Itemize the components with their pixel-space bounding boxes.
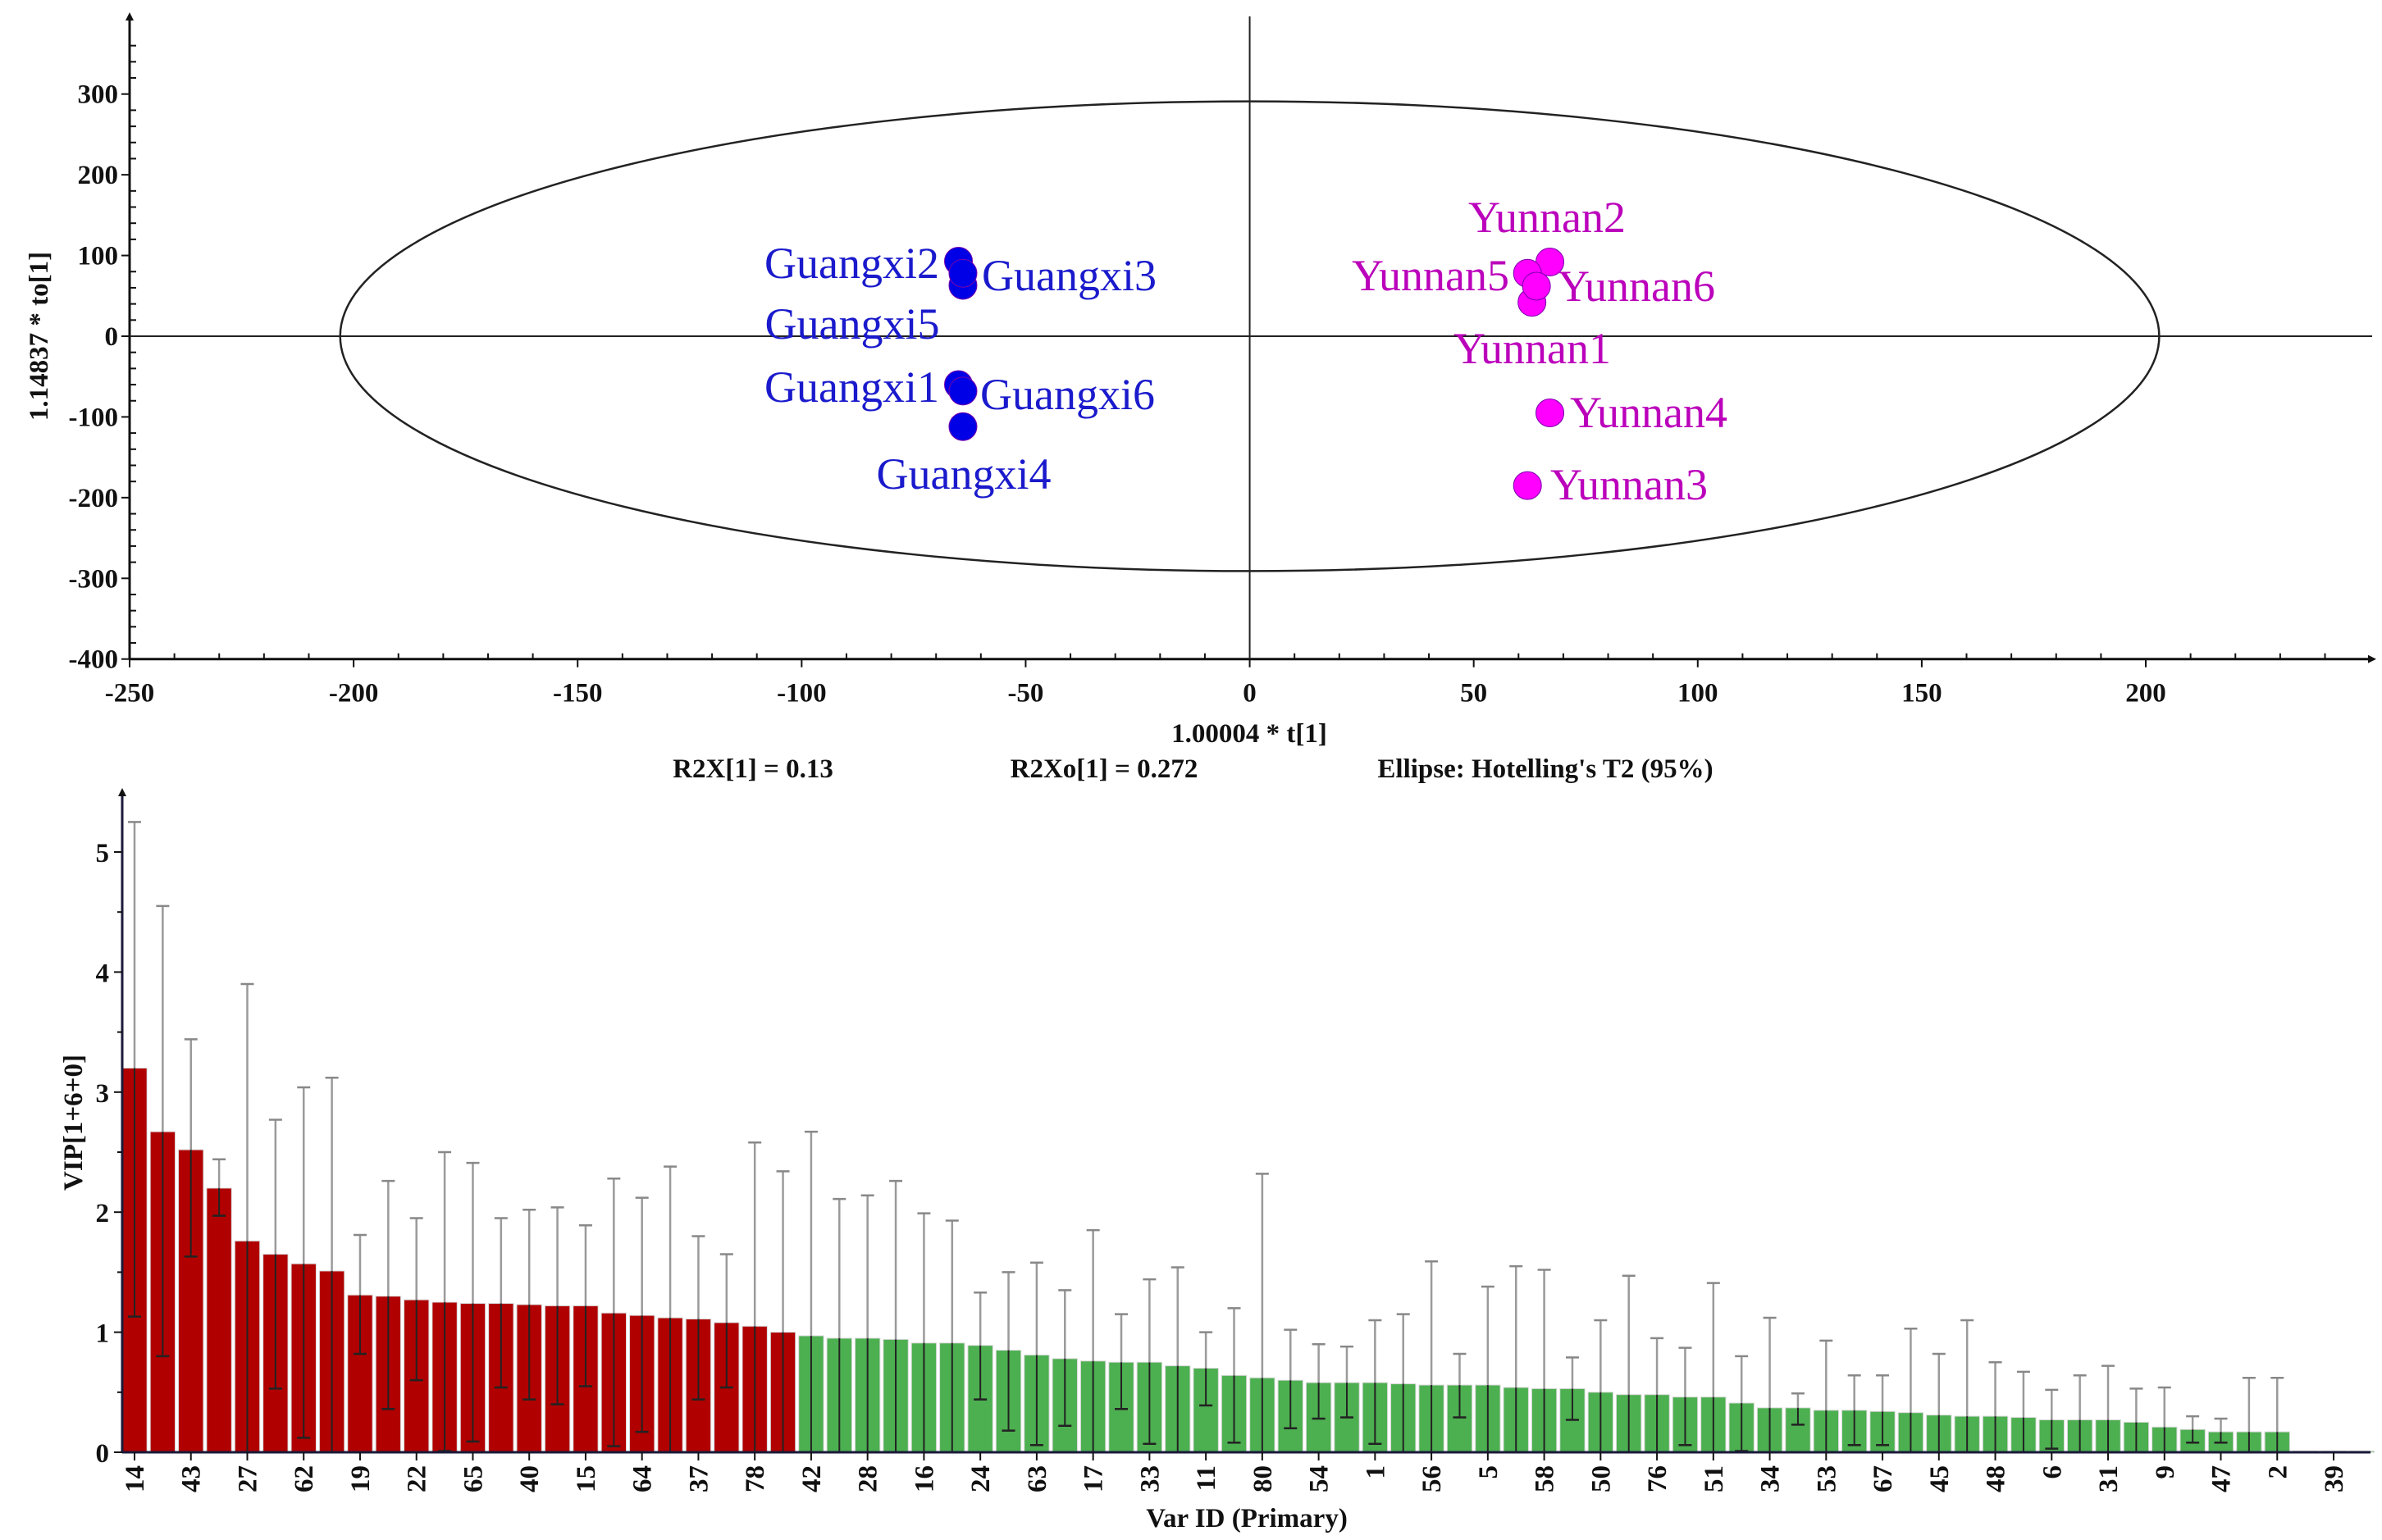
- vip-x-tick-label: 28: [854, 1465, 883, 1492]
- vip-x-tick-label: 24: [966, 1465, 996, 1492]
- score-y-tick-label: 200: [78, 161, 119, 190]
- point-label: Yunnan1: [1453, 324, 1611, 373]
- vip-x-tick-label: 9: [2151, 1465, 2180, 1479]
- point-label: Guangxi5: [765, 299, 940, 349]
- stat-r2x: R2X[1] = 0.13: [673, 754, 833, 784]
- vip-x-tick-label: 47: [2207, 1465, 2237, 1492]
- vip-x-tick-label: 58: [1531, 1465, 1560, 1492]
- vip-x-tick-label: 2: [2263, 1465, 2293, 1479]
- score-x-tick-label: -200: [329, 679, 379, 708]
- vip-x-tick-label: 33: [1135, 1465, 1165, 1492]
- vip-x-tick-label: 11: [1192, 1465, 1221, 1491]
- vip-y-tick-label: 3: [96, 1079, 110, 1109]
- vip-x-tick-label: 51: [1700, 1465, 1729, 1492]
- vip-y-tick-label: 0: [96, 1439, 110, 1469]
- vip-y-axis-label: VIP[1+6+0]: [59, 1055, 89, 1191]
- point-label: Guangxi2: [764, 239, 939, 288]
- vip-x-tick-label: 31: [2094, 1465, 2124, 1492]
- score-x-tick-label: -250: [105, 679, 155, 708]
- score-x-tick-label: 100: [1677, 679, 1718, 708]
- vip-x-tick-label: 5: [1474, 1465, 1504, 1479]
- vip-x-tick-label: 45: [1925, 1465, 1955, 1492]
- score-x-tick-label: 150: [1901, 679, 1942, 708]
- vip-x-tick-label: 17: [1079, 1465, 1109, 1492]
- vip-x-tick-label: 42: [797, 1465, 827, 1492]
- vip-x-tick-label: 50: [1586, 1465, 1616, 1492]
- point-label: Guangxi4: [877, 449, 1052, 499]
- vip-x-tick-label: 48: [1982, 1465, 2011, 1492]
- data-point-guangxi6: [948, 376, 978, 406]
- vip-x-tick-label: 43: [177, 1465, 207, 1492]
- point-label: Yunnan5: [1352, 251, 1509, 300]
- data-point-yunnan6: [1522, 271, 1551, 301]
- point-label: Yunnan3: [1550, 460, 1708, 509]
- vip-x-tick-label: 54: [1305, 1465, 1335, 1492]
- vip-x-tick-label: 53: [1812, 1465, 1841, 1492]
- vip-x-tick-label: 6: [2037, 1465, 2067, 1479]
- score-x-tick-label: -150: [553, 679, 603, 708]
- vip-x-tick-label: 34: [1756, 1465, 1786, 1492]
- vip-x-axis-label: Var ID (Primary): [1146, 1504, 1348, 1533]
- score-y-axis-label: 1.14837 * to[1]: [25, 252, 54, 421]
- vip-x-tick-label: 67: [1869, 1465, 1898, 1492]
- vip-x-tick-label: 22: [403, 1465, 432, 1492]
- vip-plot-text: Var ID (Primary) VIP[1+6+0]: [59, 1055, 1348, 1533]
- score-y-tick-label: -200: [69, 484, 119, 513]
- score-x-tick-label: 0: [1243, 679, 1257, 708]
- vip-x-tick-label: 80: [1248, 1465, 1278, 1492]
- stat-r2xo: R2Xo[1] = 0.272: [1011, 754, 1198, 784]
- score-y-tick-label: 0: [105, 322, 119, 352]
- point-label: Guangxi6: [980, 370, 1155, 419]
- vip-x-tick-label: 78: [741, 1465, 770, 1492]
- hotelling-ellipse: [339, 100, 2161, 572]
- point-label: Guangxi1: [764, 362, 939, 412]
- score-y-tick-label: -100: [69, 403, 119, 432]
- vip-x-tick-label: 19: [346, 1465, 376, 1492]
- score-y-tick-label: -400: [69, 645, 119, 675]
- vip-x-tick-label: 76: [1643, 1465, 1672, 1492]
- data-point-guangxi5: [948, 258, 978, 288]
- data-point-guangxi4: [948, 412, 978, 441]
- score-x-axis-label: 1.00004 * t[1]: [1171, 719, 1327, 749]
- score-x-tick-label: 200: [2125, 679, 2166, 708]
- vip-y-tick-label: 2: [96, 1199, 110, 1228]
- vip-x-tick-label: 27: [233, 1465, 262, 1492]
- vip-x-tick-label: 64: [628, 1465, 658, 1492]
- vip-x-tick-label: 15: [572, 1465, 601, 1492]
- data-point-yunnan3: [1513, 471, 1542, 500]
- point-label: Guangxi3: [982, 251, 1157, 300]
- vip-x-tick-label: 65: [459, 1465, 488, 1492]
- point-label: Yunnan2: [1468, 193, 1626, 242]
- vip-x-tick-label: 40: [515, 1465, 545, 1492]
- point-label: Yunnan6: [1558, 262, 1715, 311]
- vip-x-tick-label: 1: [1361, 1465, 1390, 1479]
- vip-x-tick-label: 56: [1417, 1465, 1447, 1492]
- vip-x-tick-label: 62: [290, 1465, 319, 1492]
- bar: [206, 1187, 232, 1453]
- point-label: Yunnan4: [1570, 388, 1727, 437]
- score-plot: 300 200 100 0 -100 -200 -300 -400 -250 -200 -150 -1…: [69, 12, 2376, 708]
- vip-x-tick-label: 14: [121, 1465, 150, 1492]
- vip-y-tick-label: 5: [96, 839, 110, 868]
- vip-y-tick-label: 1: [96, 1319, 110, 1349]
- score-x-tick-label: -100: [777, 679, 827, 708]
- vip-y-tick-label: 4: [96, 959, 110, 988]
- vip-x-tick-label: 37: [684, 1465, 714, 1492]
- vip-x-tick-label: 63: [1023, 1465, 1052, 1492]
- score-x-tick-label: 50: [1460, 679, 1487, 708]
- score-y-tick-label: 100: [78, 242, 119, 271]
- bar: [347, 1294, 373, 1453]
- score-x-tick-label: -50: [1007, 679, 1043, 708]
- score-y-tick-label: 300: [78, 80, 119, 110]
- stat-ellipse: Ellipse: Hotelling's T2 (95%): [1377, 754, 1713, 784]
- vip-x-tick-label: 16: [910, 1465, 939, 1492]
- data-point-yunnan4: [1536, 399, 1565, 428]
- score-y-tick-label: -300: [69, 564, 119, 594]
- score-plot-text: 1.00004 * t[1] 1.14837 * to[1] R2X[1] = …: [25, 252, 1713, 784]
- vip-x-tick-label: 39: [2320, 1465, 2349, 1492]
